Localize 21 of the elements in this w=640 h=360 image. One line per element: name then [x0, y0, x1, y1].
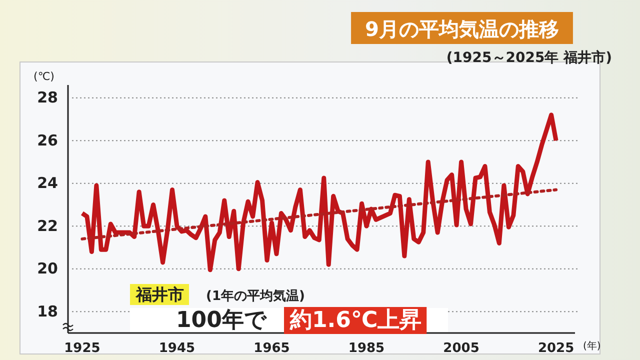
- x-tick-label: 1985: [348, 341, 385, 356]
- y-axis-title: (℃): [34, 70, 54, 83]
- x-tick-label: 2025: [538, 341, 574, 356]
- y-tick-label: 20: [37, 260, 58, 278]
- y-tick-label: 18: [37, 302, 58, 320]
- y-tick-label: 28: [37, 88, 58, 107]
- x-tick-label: 1925: [64, 341, 100, 356]
- y-tick-label: 24: [37, 174, 58, 192]
- y-tick-label: 26: [37, 131, 58, 150]
- x-tick-label: 2005: [443, 341, 480, 356]
- annotation: 福井市: [135, 285, 184, 304]
- x-tick-label: 1945: [158, 341, 196, 356]
- y-tick-label: 22: [37, 216, 58, 235]
- chart-subtitle: (1925～2025年 福井市): [446, 49, 612, 66]
- x-tick-label: 1965: [254, 341, 290, 356]
- annotation: 100年で: [176, 308, 267, 333]
- annotation: (1年の平均気温): [206, 289, 305, 304]
- x-axis-title: (年): [583, 340, 601, 352]
- chart-title: 9月の平均気温の推移: [365, 17, 559, 41]
- line-series: [80, 112, 558, 272]
- annotation: 約1.6℃上昇: [289, 308, 422, 333]
